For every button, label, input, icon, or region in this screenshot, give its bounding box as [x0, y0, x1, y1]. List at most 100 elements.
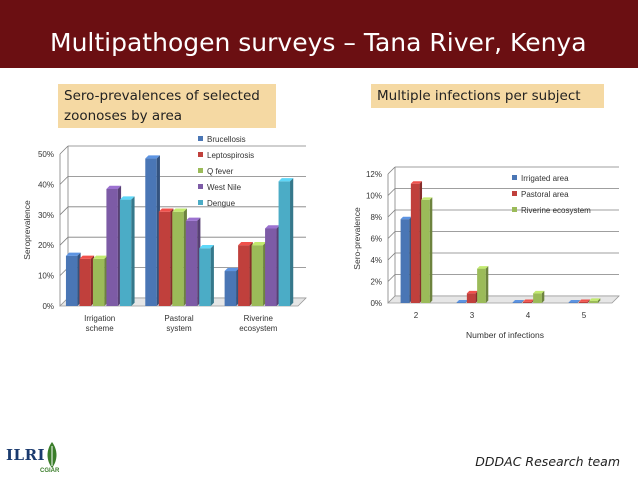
bar-dengue [199, 248, 211, 306]
bar-west-nile [265, 228, 277, 306]
bar-q-fever [172, 211, 184, 306]
legend-swatch [512, 207, 517, 212]
bar-irrigated-area [400, 219, 410, 303]
legend-swatch [198, 136, 203, 141]
legend-swatch [198, 200, 203, 205]
x-tick-label-line1: Irrigation [84, 314, 115, 323]
bar-pastoral-area [410, 183, 420, 303]
bar-top-face [145, 155, 160, 159]
bar-riverine-ecosystem [589, 300, 598, 303]
y-axis-title: Seroprevalence [22, 200, 32, 260]
page-title: Multipathogen surveys – Tana River, Keny… [50, 28, 587, 57]
legend-label: Pastoral area [521, 190, 569, 199]
bar-top-face [106, 185, 122, 189]
bar-top-face [278, 178, 294, 182]
bar-dengue [119, 199, 132, 306]
bar-top-face [589, 298, 601, 301]
bar-side-face [429, 197, 433, 303]
bar-west-nile [185, 220, 198, 306]
bar-top-face [251, 241, 267, 246]
bar-top-face [65, 252, 81, 256]
bar-side-face [541, 290, 545, 303]
bar-top-face [512, 300, 524, 303]
y-tick-label: 4% [370, 256, 382, 265]
y-tick-label: 10% [366, 192, 382, 201]
bar-brucellosis [65, 255, 78, 306]
x-tick-label-line2: system [166, 324, 192, 333]
bar-top-face [477, 266, 489, 269]
bar-top-face [79, 255, 95, 259]
legend-swatch [198, 184, 203, 189]
y-tick-label: 10% [38, 272, 54, 281]
bar-irrigated-area [456, 302, 466, 303]
x-tick-label: 2 [414, 311, 419, 320]
legend-swatch [512, 191, 517, 196]
left-chart-label: Sero-prevalences of selected zoonoses by… [58, 84, 276, 128]
bar-irrigated-area [512, 302, 522, 303]
bar-top-face [265, 225, 280, 229]
bar-irrigated-area [568, 302, 578, 303]
cgiar-leaf-icon [47, 442, 57, 468]
legend-swatch [198, 168, 203, 173]
legend-label: Irrigated area [521, 174, 569, 183]
bar-leptospirosis [238, 245, 250, 306]
legend-label: Brucellosis [207, 135, 246, 144]
x-tick-label-line2: scheme [86, 324, 115, 333]
bar-leptospirosis [158, 211, 171, 306]
x-axis-title: Number of infections [466, 330, 544, 340]
y-tick-label: 50% [38, 150, 54, 159]
bar-side-face [587, 299, 591, 303]
bar-pastoral-area [466, 293, 476, 303]
x-tick-label: 4 [526, 311, 531, 320]
bar-q-fever [251, 245, 264, 306]
bar-top-face [172, 208, 187, 212]
x-tick-label: 5 [582, 311, 587, 320]
bar-leptospirosis [79, 258, 91, 306]
bar-q-fever [92, 258, 105, 306]
bar-side-face [521, 300, 524, 303]
legend-label: Dengue [207, 199, 236, 208]
y-tick-label: 40% [38, 180, 54, 189]
x-tick-label-line2: ecosystem [239, 324, 278, 333]
y-tick-label: 6% [370, 235, 382, 244]
bar-pastoral-area [578, 301, 588, 303]
bar-top-face [466, 290, 479, 294]
x-tick-label-line1: Pastoral [164, 314, 194, 323]
y-tick-label: 30% [38, 211, 54, 220]
legend-label: Q fever [207, 167, 234, 176]
bar-top-face [238, 241, 253, 246]
y-tick-label: 8% [370, 213, 382, 222]
x-tick-label: 3 [470, 311, 475, 320]
bar-riverine-ecosystem [477, 268, 486, 303]
bar-top-face [522, 299, 535, 302]
legend-swatch [198, 152, 203, 157]
bar-top-face [158, 208, 174, 212]
bar-brucellosis [224, 271, 237, 306]
y-gridline-side [387, 188, 396, 196]
bar-top-face [533, 290, 545, 294]
bar-side-face [131, 196, 135, 306]
legend-label: West Nile [207, 183, 242, 192]
bar-side-face [485, 266, 489, 303]
right-chart-label: Multiple infections per subject [371, 84, 604, 108]
y-gridline-side [387, 231, 396, 239]
bar-top-face [578, 299, 591, 302]
y-tick-label: 0% [42, 302, 54, 311]
y-tick-label: 0% [370, 299, 382, 308]
legend-label: Riverine ecosystem [521, 206, 591, 215]
bar-side-face [290, 178, 294, 306]
y-tick-label: 12% [366, 170, 382, 179]
bar-pastoral-area [522, 301, 532, 303]
bar-side-face [597, 298, 601, 303]
legend-swatch [512, 175, 517, 180]
bar-west-nile [106, 188, 118, 306]
bar-top-face [421, 197, 433, 200]
footer-credit: DDDAC Research team [475, 454, 620, 469]
bar-top-face [224, 267, 240, 272]
bar-side-face [210, 245, 214, 306]
y-gridline-side [59, 176, 69, 185]
bar-top-face [119, 196, 135, 200]
y-gridline-side [387, 252, 396, 261]
